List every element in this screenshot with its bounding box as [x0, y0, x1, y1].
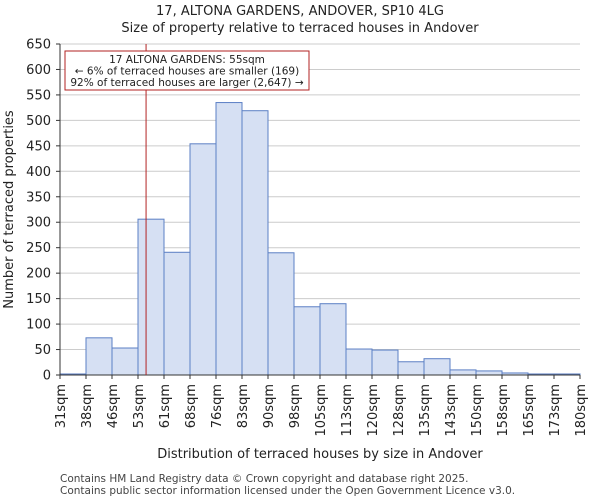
y-axis-title: Number of terraced properties [2, 110, 17, 309]
histogram-bar [163, 251, 191, 376]
y-tick-label: 500 [26, 114, 51, 129]
histogram-bar [475, 370, 503, 376]
x-tick-label: 83sqm [236, 384, 251, 428]
x-tick-label: 165sqm [522, 384, 537, 437]
histogram-bar [267, 252, 295, 376]
x-axis-title: Distribution of terraced houses by size … [157, 447, 483, 462]
x-tick-label: 98sqm [288, 384, 303, 428]
x-tick-label: 38sqm [80, 384, 95, 428]
y-tick-label: 550 [26, 88, 51, 103]
x-tick-label: 46sqm [106, 384, 121, 428]
y-tick-label: 300 [26, 216, 51, 231]
x-tick-label: 135sqm [418, 384, 433, 437]
histogram-bar [371, 349, 399, 376]
histogram-bar [85, 337, 113, 376]
x-tick-label: 143sqm [444, 384, 459, 437]
annotation-smaller: ← 6% of terraced houses are smaller (169… [75, 66, 299, 78]
x-tick-label: 173sqm [548, 384, 563, 437]
x-tick-label: 68sqm [184, 384, 199, 428]
histogram-bar [345, 348, 373, 376]
histogram-bar [397, 361, 425, 376]
y-tick-label: 150 [26, 292, 51, 307]
x-tick-label: 90sqm [262, 384, 277, 428]
footer-copyright: Contains HM Land Registry data © Crown c… [60, 473, 469, 485]
histogram-bar [241, 110, 269, 376]
x-tick-label: 61sqm [158, 384, 173, 428]
y-tick-label: 50 [34, 343, 51, 358]
x-tick-label: 158sqm [496, 384, 511, 437]
x-tick-label: 31sqm [54, 384, 69, 428]
chart-title-line1: 17, ALTONA GARDENS, ANDOVER, SP10 4LG [156, 4, 444, 19]
x-tick-label: 180sqm [574, 384, 589, 437]
y-tick-label: 450 [26, 139, 51, 154]
x-tick-label: 76sqm [210, 384, 225, 428]
annotation-larger: 92% of terraced houses are larger (2,647… [70, 77, 303, 89]
x-tick-label: 53sqm [132, 384, 147, 428]
x-tick-label: 128sqm [392, 384, 407, 437]
chart-title-line2: Size of property relative to terraced ho… [121, 21, 479, 36]
x-tick-label: 150sqm [470, 384, 485, 437]
y-tick-label: 250 [26, 241, 51, 256]
x-tick-label: 120sqm [366, 384, 381, 437]
y-tick-label: 400 [26, 165, 51, 180]
y-tick-label: 100 [26, 318, 51, 333]
y-tick-label: 650 [26, 38, 51, 53]
x-tick-label: 113sqm [340, 384, 355, 437]
y-tick-label: 350 [26, 190, 51, 205]
y-tick-label: 200 [26, 267, 51, 282]
annotation-title: 17 ALTONA GARDENS: 55sqm [109, 54, 265, 66]
annotation-box [64, 50, 310, 91]
histogram-bar [293, 306, 321, 376]
histogram-bar [137, 218, 165, 376]
footer-licence: Contains public sector information licen… [60, 485, 516, 497]
histogram-bar [111, 347, 139, 376]
histogram-bar [189, 143, 217, 376]
histogram-bar [423, 358, 451, 376]
y-tick-label: 600 [26, 63, 51, 78]
histogram-bar [449, 369, 477, 376]
histogram-bar [319, 303, 347, 376]
x-tick-label: 105sqm [314, 384, 329, 437]
y-tick-label: 0 [43, 369, 51, 384]
histogram-bar [215, 102, 243, 376]
